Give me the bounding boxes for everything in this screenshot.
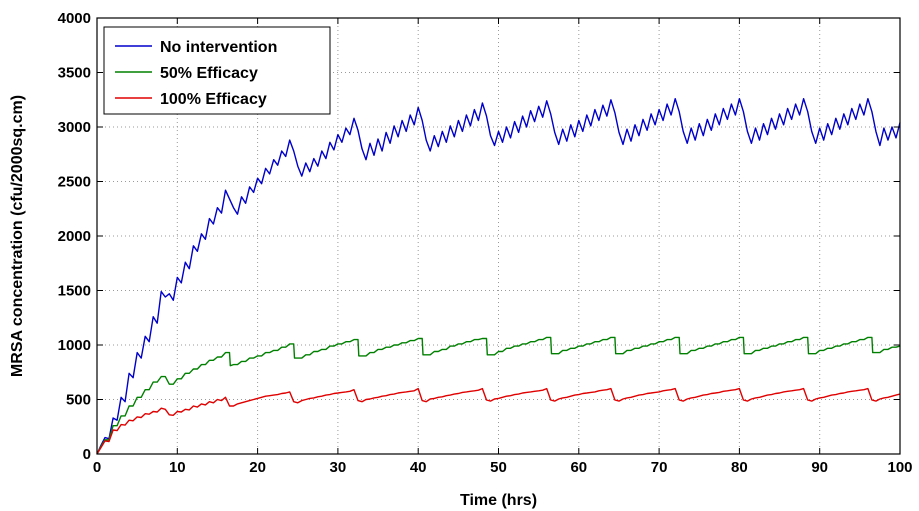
x-tick-label: 100 (887, 459, 912, 476)
x-axis-label: Time (hrs) (460, 492, 537, 509)
x-tick-label: 60 (570, 459, 587, 476)
x-tick-label: 90 (811, 459, 828, 476)
y-tick-label: 1500 (58, 283, 91, 300)
y-tick-label: 0 (83, 446, 91, 463)
y-tick-label: 3500 (58, 65, 91, 82)
legend-label-100-efficacy: 100% Efficacy (160, 91, 267, 108)
x-tick-label: 10 (169, 459, 186, 476)
x-tick-label: 50 (490, 459, 507, 476)
x-tick-label: 0 (93, 459, 101, 476)
legend-label-no-intervention: No intervention (160, 39, 277, 56)
y-tick-label: 3000 (58, 119, 91, 136)
x-tick-label: 40 (410, 459, 427, 476)
y-axis-label: MRSA concentration (cfu/2000sq.cm) (9, 95, 26, 377)
y-tick-label: 2000 (58, 228, 91, 245)
y-tick-label: 500 (66, 392, 91, 409)
x-tick-label: 20 (249, 459, 266, 476)
x-tick-label: 30 (330, 459, 347, 476)
legend: No intervention 50% Efficacy 100% Effica… (104, 27, 330, 114)
y-tick-label: 4000 (58, 10, 91, 27)
y-tick-label: 1000 (58, 337, 91, 354)
y-tick-label: 2500 (58, 174, 91, 191)
x-tick-label: 70 (651, 459, 668, 476)
legend-label-50-efficacy: 50% Efficacy (160, 65, 258, 82)
x-tick-label: 80 (731, 459, 748, 476)
